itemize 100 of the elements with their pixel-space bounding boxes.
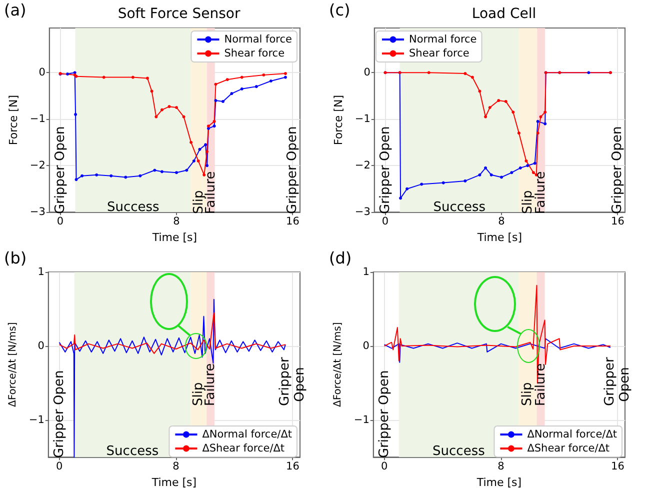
point	[212, 124, 216, 128]
point	[478, 90, 482, 93]
band-label: Success	[433, 200, 486, 215]
annotation: Gripper Open	[610, 126, 626, 214]
y-tick-label: −1	[354, 113, 370, 126]
y-tick-label: 0	[362, 340, 370, 352]
legend-label: Shear force	[224, 48, 285, 60]
point	[504, 100, 508, 103]
point	[95, 173, 98, 176]
band-label: Success	[106, 200, 160, 215]
point	[539, 115, 542, 118]
point	[284, 72, 287, 76]
point	[214, 82, 218, 86]
x-tick-label: 0	[56, 216, 64, 228]
point	[442, 181, 445, 184]
point	[150, 90, 154, 93]
annotation: Gripper Open	[602, 356, 633, 406]
legend-label: Normal force	[409, 34, 477, 46]
x-tick-label: 16	[286, 216, 300, 228]
point	[490, 173, 493, 176]
legend-label: ΔNormal force/Δt	[202, 428, 292, 440]
point	[518, 166, 522, 170]
y-tick-label: −1	[30, 113, 46, 126]
point	[175, 171, 178, 174]
point	[587, 71, 590, 74]
point	[153, 168, 156, 172]
x-tick-label: 0	[382, 216, 389, 228]
band-label: Success	[106, 444, 159, 459]
text: (d)	[329, 248, 352, 268]
y-tick-label: −1	[28, 414, 44, 426]
point	[240, 76, 244, 79]
x-tick-label: 0	[56, 460, 63, 473]
point	[160, 170, 164, 174]
text: (c)	[329, 0, 350, 20]
band-label: Failure	[533, 363, 548, 406]
point	[196, 159, 200, 162]
point	[524, 159, 528, 162]
y-axis-title: Force [N]	[332, 95, 345, 146]
point	[254, 85, 258, 88]
point	[544, 122, 547, 126]
point	[517, 132, 520, 135]
point	[406, 187, 409, 190]
point	[206, 150, 209, 154]
band-label: Failure	[534, 171, 549, 214]
line-series	[58, 312, 286, 354]
annotation: Gripper Open	[378, 126, 393, 214]
y-tick-label: −3	[30, 206, 46, 218]
point	[478, 173, 482, 176]
legend-label: Shear force	[409, 48, 470, 60]
band-label: Slip	[520, 382, 536, 406]
y-tick-label: −1	[354, 414, 370, 426]
band-label: Success	[432, 444, 486, 459]
x-tick-label: 16	[286, 460, 300, 473]
point	[146, 76, 149, 80]
point	[262, 73, 266, 76]
point	[190, 140, 193, 144]
point	[212, 120, 216, 123]
point	[420, 182, 424, 186]
point	[484, 166, 488, 170]
point	[536, 132, 540, 135]
x-tick-label: 8	[498, 460, 504, 473]
point	[204, 143, 208, 146]
point	[240, 87, 244, 90]
point	[510, 171, 514, 174]
annotation: Gripper Open	[52, 370, 67, 458]
point	[512, 110, 515, 114]
annotation: Gripper Open	[52, 126, 68, 214]
point	[182, 115, 186, 118]
x-tick-label: 0	[380, 460, 388, 473]
point	[488, 106, 492, 109]
legend-label: Normal force	[224, 34, 292, 46]
legend-label: ΔShear force/Δt	[202, 442, 285, 454]
x-axis-title: Time [s]	[476, 476, 522, 489]
chart-title: Soft Force Sensor	[118, 6, 240, 22]
x-tick-label: 8	[498, 216, 505, 228]
legend-label: ΔNormal force/Δt	[527, 428, 618, 440]
point	[470, 76, 474, 79]
x-tick-label: 16	[611, 460, 625, 473]
point	[526, 164, 530, 168]
point	[214, 99, 218, 102]
point	[80, 174, 84, 178]
x-axis-title: Time [s]	[476, 231, 522, 244]
point	[154, 115, 158, 118]
point	[484, 115, 488, 118]
y-tick-label: 0	[38, 66, 46, 79]
annotation: Gripper Open	[376, 370, 392, 458]
y-axis-title: ΔForce/Δt [N/ms]	[8, 322, 18, 407]
point	[226, 78, 229, 82]
text: (a)	[4, 0, 26, 20]
y-tick-label: 1	[362, 266, 370, 278]
annotation: Gripper Open	[278, 356, 308, 406]
point	[533, 162, 536, 165]
point	[222, 100, 224, 103]
chart-title: Load Cell	[472, 6, 536, 22]
y-tick-label: −2	[354, 160, 370, 172]
legend-label: ΔShear force/Δt	[527, 442, 610, 454]
point	[464, 72, 467, 76]
point	[138, 174, 142, 178]
point	[497, 99, 500, 102]
y-tick-label: 0	[364, 66, 370, 79]
